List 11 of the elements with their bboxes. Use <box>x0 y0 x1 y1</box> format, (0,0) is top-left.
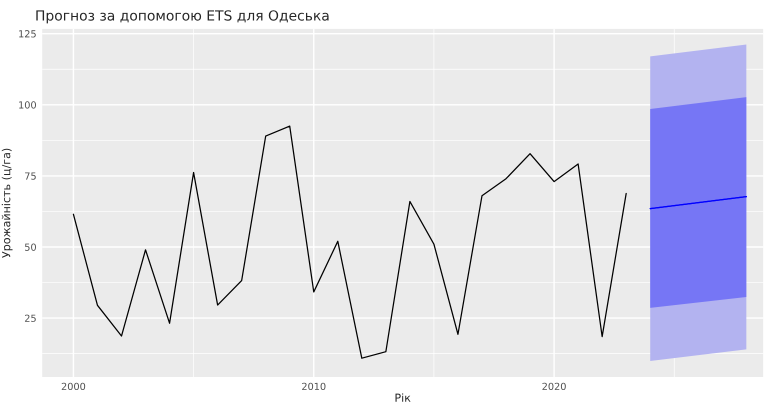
x-tick-label: 2010 <box>302 382 326 390</box>
y-tick-label: 75 <box>25 172 36 180</box>
y-tick-label: 50 <box>25 243 36 251</box>
x-tick-label: 2000 <box>62 382 86 390</box>
y-tick-label: 125 <box>19 30 36 38</box>
y-tick-label: 100 <box>19 101 36 109</box>
y-tick-label: 25 <box>24 314 36 322</box>
chart-title: Прогноз за допомогою ETS для Одеська <box>36 10 329 24</box>
x-axis-title: Рік <box>396 393 411 402</box>
y-axis-title: Урожайність (ц/га) <box>2 148 13 258</box>
x-tick-label: 2020 <box>542 382 566 390</box>
